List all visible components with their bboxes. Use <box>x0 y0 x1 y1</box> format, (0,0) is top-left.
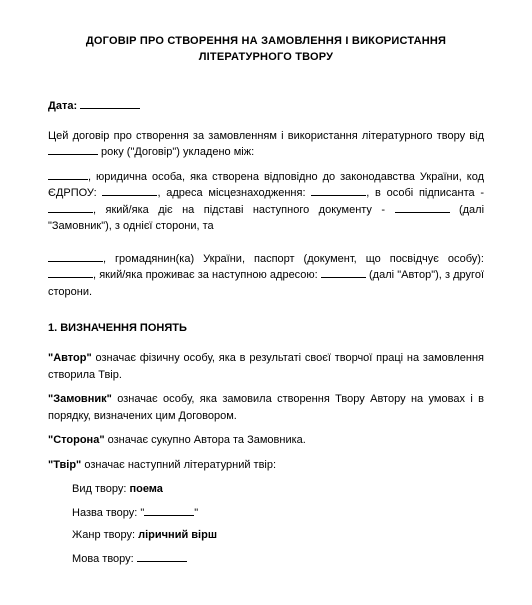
work-genre-value: ліричний вірш <box>138 529 217 541</box>
p2-d: , який/яка діє на підставі наступного до… <box>93 204 395 216</box>
p1-a: Цей договір про створення за замовленням… <box>48 130 484 142</box>
work-name-row: Назва твору: " " <box>48 505 484 519</box>
party-customer: , юридична особа, яка створена відповідн… <box>48 169 484 235</box>
passport-blank[interactable] <box>48 267 93 278</box>
p3-a: , громадянин(ка) України, паспорт (докум… <box>103 253 484 265</box>
p3-b: , який/яка проживає за наступною адресою… <box>93 269 321 281</box>
edrpou-blank[interactable] <box>102 185 157 196</box>
work-genre-row: Жанр твору: ліричний вірш <box>48 529 484 541</box>
p2-b: , адреса місцезнаходження: <box>157 187 311 199</box>
basis-doc-blank[interactable] <box>395 202 450 213</box>
title-line-1: ДОГОВІР ПРО СТВОРЕННЯ НА ЗАМОВЛЕННЯ І ВИ… <box>86 35 446 47</box>
address-blank[interactable] <box>311 185 366 196</box>
def-customer: "Замовник" означає особу, яка замовила с… <box>48 391 484 424</box>
def3-term: "Сторона" <box>48 434 105 446</box>
def1-body: означає фізичну особу, яка в результаті … <box>48 352 484 381</box>
def2-term: "Замовник" <box>48 393 112 405</box>
h-defs: 1. ВИЗНАЧЕННЯ ПОНЯТЬ <box>48 322 187 334</box>
work-name-blank[interactable] <box>144 505 194 516</box>
work-type-value: поема <box>129 483 162 495</box>
work-type-label: Вид твору: <box>72 483 129 495</box>
date-label: Дата: <box>48 100 77 112</box>
author-address-blank[interactable] <box>321 267 366 278</box>
party-author: , громадянин(ка) України, паспорт (докум… <box>48 251 484 301</box>
p2-c: , в особі підписанта - <box>366 187 484 199</box>
work-type-row: Вид твору: поема <box>48 483 484 495</box>
def3-body: означає сукупно Автора та Замовника. <box>105 434 306 446</box>
work-lang-blank[interactable] <box>137 551 187 562</box>
author-name-blank[interactable] <box>48 251 103 262</box>
def-work: "Твір" означає наступний літературний тв… <box>48 457 484 474</box>
document-page: ДОГОВІР ПРО СТВОРЕННЯ НА ЗАМОВЛЕННЯ І ВИ… <box>0 0 532 605</box>
title-line-2: ЛІТЕРАТУРНОГО ТВОРУ <box>199 51 333 63</box>
doc-title: ДОГОВІР ПРО СТВОРЕННЯ НА ЗАМОВЛЕННЯ І ВИ… <box>48 34 484 66</box>
intro-para-1: Цей договір про створення за замовленням… <box>48 128 484 161</box>
def1-term: "Автор" <box>48 352 92 364</box>
def-party: "Сторона" означає сукупно Автора та Замо… <box>48 432 484 449</box>
def-author: "Автор" означає фізичну особу, яка в рез… <box>48 350 484 383</box>
section-1-heading: 1. ВИЗНАЧЕННЯ ПОНЯТЬ <box>48 322 484 334</box>
p1-date-blank[interactable] <box>48 144 98 155</box>
def4-term: "Твір" <box>48 459 81 471</box>
work-genre-label: Жанр твору: <box>72 529 138 541</box>
customer-name-blank[interactable] <box>48 169 88 180</box>
def4-body: означає наступний літературний твір: <box>81 459 276 471</box>
work-lang-row: Мова твору: <box>48 551 484 565</box>
date-row: Дата: <box>48 98 484 112</box>
p1-b: року ("Договір") укладено між: <box>98 146 254 158</box>
signatory-blank[interactable] <box>48 202 93 213</box>
date-blank[interactable] <box>80 98 140 109</box>
work-name-end: " <box>194 507 198 519</box>
work-lang-label: Мова твору: <box>72 553 137 565</box>
work-name-label: Назва твору: " <box>72 507 144 519</box>
def2-body: означає особу, яка замовила створення Тв… <box>48 393 484 422</box>
